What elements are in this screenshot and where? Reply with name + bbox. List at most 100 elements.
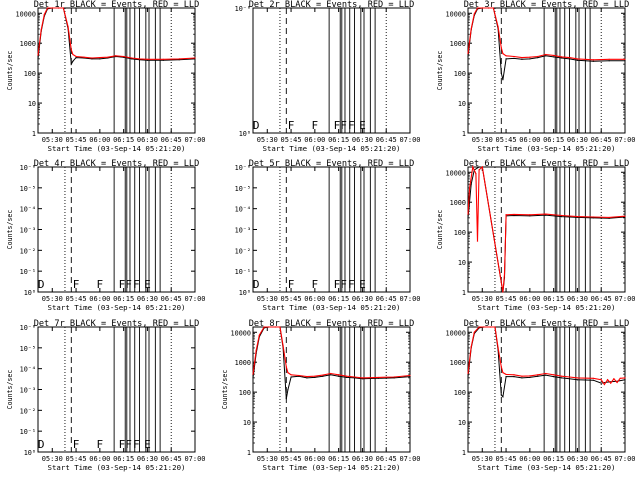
y-tick-label: 1 (462, 449, 466, 457)
data-point (600, 379, 602, 381)
data-point (146, 58, 149, 60)
data-point (338, 375, 340, 377)
y-tick-label: 10⁻⁵ (20, 345, 36, 353)
x-tick-label: 06:15 (328, 295, 349, 303)
data-point (473, 331, 475, 333)
data-point (502, 79, 504, 81)
data-point (115, 55, 117, 57)
y-tick-label: 10⁻³ (20, 387, 36, 395)
data-point (592, 377, 594, 379)
y-tick-label: 10⁻⁵ (20, 185, 36, 193)
y-tick-label: 1 (32, 130, 36, 138)
plot-frame (467, 166, 626, 293)
data-point (568, 376, 571, 378)
data-point (252, 373, 254, 375)
x-tick-label: 06:30 (137, 136, 158, 144)
detector-panel: Det 9r BLACK = Events, RED = LLD 05:30 05:… (446, 319, 636, 472)
chart-title: Det 2r BLACK = Events, RED = LLD (249, 0, 415, 10)
data-point (505, 58, 507, 60)
data-point (576, 58, 579, 60)
data-point (610, 382, 612, 384)
flag-label: F (73, 438, 80, 451)
flag-label: F (348, 119, 355, 132)
data-point (537, 57, 539, 59)
flag-label: FF (334, 278, 347, 291)
x-tick-label: 06:30 (567, 136, 588, 144)
data-point (138, 58, 141, 60)
x-axis-label: Start Time (03-Sep-14 05:21:20) (48, 144, 186, 153)
data-point (467, 213, 469, 215)
data-point (560, 57, 563, 59)
flag-label: FF (119, 278, 132, 291)
data-point (361, 378, 364, 380)
data-point (46, 7, 49, 9)
x-tick-label: 06:45 (591, 136, 612, 144)
x-tick-label: 06:00 (519, 295, 540, 303)
y-tick-label: 10000 (446, 169, 466, 177)
y-tick-label: 10⁻³ (20, 227, 36, 235)
data-point (353, 376, 356, 378)
data-point (505, 376, 507, 378)
data-point (475, 173, 477, 175)
flag-label: F (73, 278, 80, 291)
data-point (478, 166, 480, 168)
x-tick-label: 07:00 (614, 295, 635, 303)
x-tick-label: 05:45 (66, 455, 87, 463)
data-point (338, 374, 340, 376)
detector-panel: Det 7r BLACK = Events, RED = LLD 05:30 05:… (6, 319, 206, 472)
x-axis-label: Start Time (03-Sep-14 05:21:20) (478, 144, 616, 153)
y-tick-label: 1000 (450, 199, 466, 207)
x-tick-label: 05:30 (472, 295, 493, 303)
y-tick-label: 10⁻⁶ (235, 5, 251, 13)
data-point (75, 55, 77, 58)
data-point (624, 60, 626, 62)
plot-frame (467, 326, 626, 453)
y-axis-label: Counts/sec (436, 51, 444, 91)
data-point (624, 379, 626, 381)
y-tick-label: 10000 (231, 329, 251, 337)
data-point (553, 376, 555, 378)
data-point (613, 378, 615, 380)
y-tick-label: 1 (247, 449, 251, 457)
x-tick-label: 05:30 (42, 136, 63, 144)
y-tick-label: 10⁻⁴ (20, 206, 36, 214)
y-tick-label: 10⁻⁴ (235, 206, 251, 214)
data-point (576, 377, 579, 379)
data-point (72, 53, 74, 56)
data-point (537, 55, 539, 58)
data-point (287, 371, 289, 374)
data-point (483, 326, 485, 328)
y-tick-label: 10⁻⁴ (20, 366, 36, 374)
flag-label: F (97, 278, 104, 291)
x-tick-label: 07:00 (614, 136, 635, 144)
data-point (489, 326, 491, 328)
x-tick-label: 06:45 (161, 136, 182, 144)
x-tick-label: 05:30 (257, 295, 278, 303)
y-tick-label: 10 (28, 100, 36, 108)
data-point (290, 376, 292, 378)
data-point (529, 375, 531, 377)
data-point (285, 398, 287, 400)
y-axis-label: Counts/sec (6, 370, 14, 410)
data-point (478, 326, 480, 328)
x-tick-label: 05:30 (257, 455, 278, 463)
x-tick-label: 06:30 (352, 295, 373, 303)
data-point (560, 377, 563, 379)
y-axis-label: Counts/sec (436, 210, 444, 250)
data-point (624, 58, 626, 60)
x-tick-label: 06:30 (567, 455, 588, 463)
data-point (67, 26, 69, 28)
data-point (178, 58, 180, 60)
y-tick-label: 10⁻² (20, 247, 36, 255)
data-point (545, 55, 547, 57)
data-point (492, 7, 494, 9)
x-tick-label: 07:00 (399, 136, 420, 144)
chart-title: Det 5r BLACK = Events, RED = LLD (249, 159, 415, 169)
y-tick-label: 1 (462, 289, 466, 297)
data-point (194, 57, 196, 59)
data-point (330, 372, 332, 375)
data-point (290, 374, 292, 376)
data-point (568, 57, 571, 59)
y-tick-label: 100 (239, 389, 251, 397)
data-point (529, 215, 531, 217)
